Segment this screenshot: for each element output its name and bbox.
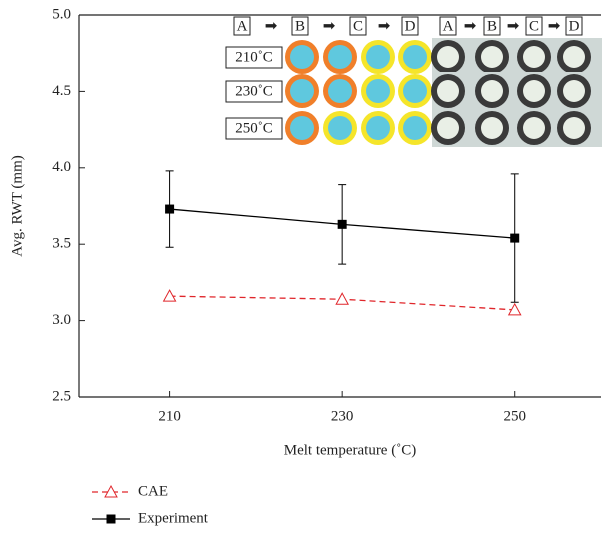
photo-core [563,117,585,139]
temp-box [225,80,283,103]
legend-label: CAE [138,483,168,499]
step-label: A [237,18,248,34]
step-box [291,16,309,36]
step-box [233,16,251,36]
mold-core [403,116,427,140]
y-tick-label: 4.0 [52,159,71,175]
mold-core [366,45,390,69]
y-tick-label: 2.5 [52,388,71,404]
marker [507,302,522,316]
step-label: C [529,18,539,34]
photo-core [437,46,459,68]
x-tick-label: 250 [503,408,526,424]
photo-core [437,80,459,102]
step-label: D [405,18,416,34]
y-tick-label: 4.5 [52,83,71,99]
y-axis-label: Avg. RWT (mm) [9,155,25,257]
step-box [439,16,457,36]
photo-core [437,117,459,139]
step-box [483,16,501,36]
marker [335,292,349,305]
mold-core [290,116,314,140]
x-tick-label: 210 [158,408,181,424]
mold-core [366,116,390,140]
y-tick-label: 3.0 [52,312,71,328]
x-tick-label: 230 [331,408,354,424]
legend-label: Experiment [138,510,209,526]
marker [165,204,175,214]
photo-core [523,80,545,102]
temp-box [225,46,283,69]
mold-core [328,45,352,69]
mold-core [403,45,427,69]
y-tick-label: 5.0 [52,6,71,22]
photo-core [481,80,503,102]
step-arrow: ➡ [323,18,336,34]
mold-core [366,79,390,103]
mold-core [403,79,427,103]
photo-core [523,46,545,68]
y-tick-label: 3.5 [52,236,71,252]
step-label: B [295,18,305,34]
step-box [565,16,583,36]
mold-core [290,79,314,103]
temp-label: 250˚C [235,120,273,136]
x-axis-label: Melt temperature (˚C) [284,442,416,458]
step-label: C [353,18,363,34]
temp-label: 210˚C [235,49,273,65]
legend-marker [104,484,118,498]
step-arrow: ➡ [507,18,520,34]
step-label: B [487,18,497,34]
mold-core [290,45,314,69]
step-label: A [443,18,454,34]
photo-core [563,80,585,102]
marker [162,289,177,302]
mold-core [328,79,352,103]
legend-marker [106,514,116,524]
step-arrow: ➡ [265,18,278,34]
step-arrow: ➡ [548,18,561,34]
photo-core [481,117,503,139]
photo-core [523,117,545,139]
marker [337,219,347,229]
photo-core [563,46,585,68]
temp-box [225,117,283,140]
step-arrow: ➡ [464,18,477,34]
photo-core [481,46,503,68]
step-arrow: ➡ [378,18,391,34]
step-label: D [569,18,580,34]
temp-label: 230˚C [235,83,273,99]
step-box [349,16,367,36]
marker [510,233,520,243]
step-box [525,16,543,36]
step-box [401,16,419,36]
mold-core [328,116,352,140]
